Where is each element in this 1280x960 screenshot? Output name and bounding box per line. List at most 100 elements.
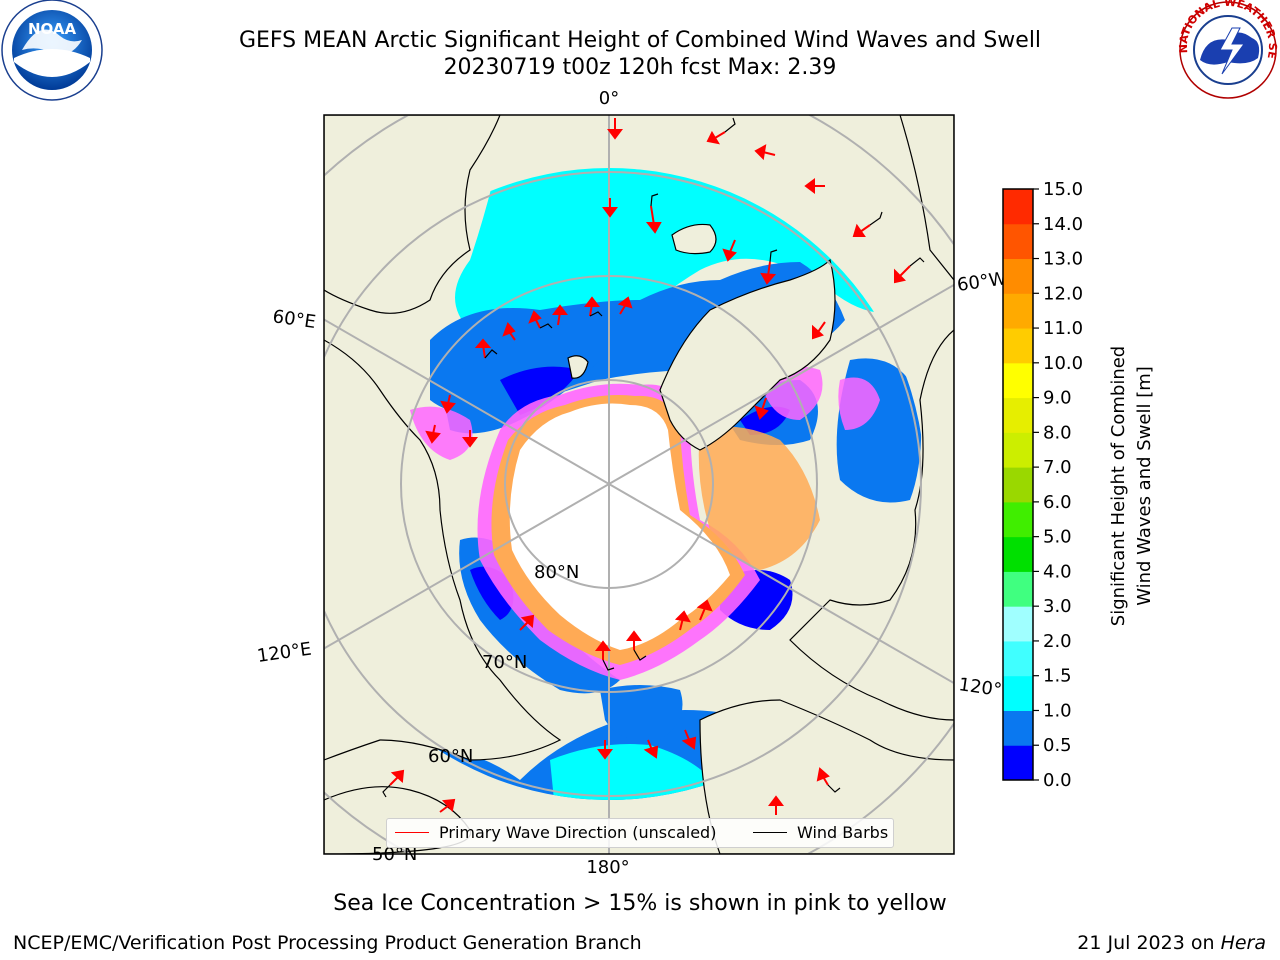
colorbar-tick-label: 12.0 bbox=[1043, 283, 1083, 304]
wind-barb bbox=[724, 117, 736, 133]
noaa-logo-text: NOAA bbox=[28, 20, 77, 38]
svalbard bbox=[567, 355, 589, 379]
colorbar-segment bbox=[1003, 397, 1033, 433]
wave-arrow bbox=[645, 205, 662, 234]
lon-label-60w: 60°W bbox=[956, 268, 1008, 296]
europe bbox=[324, 115, 501, 314]
wave-arrow bbox=[462, 430, 478, 448]
wave-arrow bbox=[440, 394, 456, 414]
colorbar-segment bbox=[1003, 258, 1033, 294]
legend-item-wind-barbs: Wind Barbs bbox=[753, 823, 888, 842]
map-panel bbox=[324, 115, 954, 854]
colorbar-segment bbox=[1003, 362, 1033, 399]
colorbar-tick-label: 1.0 bbox=[1043, 700, 1072, 721]
legend-item-primary-wave: Primary Wave Direction (unscaled) bbox=[395, 823, 716, 842]
nws-logo: NATIONAL WEATHER SERVICE bbox=[0, 0, 1279, 99]
plot-title-line2: 20230719 t00z 120h fcst Max: 2.39 bbox=[443, 55, 837, 80]
colorbar-segment bbox=[1003, 536, 1033, 572]
wave-arrow bbox=[617, 296, 633, 315]
colorbar-tick-label: 0.0 bbox=[1043, 770, 1072, 791]
colorbar-tick-label: 1.5 bbox=[1043, 666, 1072, 687]
lat-label-50: 50°N bbox=[372, 844, 417, 865]
map-legend: Primary Wave Direction (unscaled) Wind B… bbox=[386, 818, 894, 848]
wave-arrow bbox=[722, 239, 737, 262]
colorbar-tick-label: 5.0 bbox=[1043, 527, 1072, 548]
wave-arrow bbox=[626, 630, 642, 650]
colorbar-tick-label: 15.0 bbox=[1043, 179, 1083, 200]
lon-label-60e: 60°E bbox=[271, 306, 317, 333]
wind-barb bbox=[382, 784, 391, 798]
wave-arrow bbox=[706, 130, 726, 145]
wind-barb bbox=[633, 649, 647, 661]
wind-barb bbox=[769, 249, 778, 263]
colorbar-segment bbox=[1003, 223, 1033, 260]
meridian-120w bbox=[608, 483, 954, 685]
colorbar-segment bbox=[1003, 606, 1033, 642]
wave-arrow bbox=[607, 118, 623, 140]
colorbar-tick-label: 10.0 bbox=[1043, 353, 1083, 374]
greenland bbox=[659, 258, 836, 451]
wind-barb bbox=[589, 311, 603, 317]
wind-barb bbox=[650, 193, 659, 207]
lat-label-70: 70°N bbox=[482, 652, 527, 673]
meridian-60e bbox=[324, 318, 610, 485]
wind-barb bbox=[602, 659, 615, 671]
colorbar-segment bbox=[1003, 745, 1033, 781]
wind-barb bbox=[539, 323, 553, 329]
colorbar-segment bbox=[1003, 571, 1033, 607]
footer-right: 21 Jul 2023 on Hera bbox=[1077, 932, 1266, 954]
meridian-120e bbox=[324, 483, 610, 650]
lon-label-0: 0° bbox=[599, 88, 619, 109]
ocean-atlantic-low bbox=[500, 366, 580, 415]
colorbar-frame bbox=[1002, 188, 1034, 781]
colorbar-tick-label: 9.0 bbox=[1043, 388, 1072, 409]
plot-title-line1: GEFS MEAN Arctic Significant Height of C… bbox=[238, 28, 1042, 53]
wave-arrow bbox=[528, 310, 542, 329]
wave-arrow bbox=[760, 261, 777, 285]
wave-arrow bbox=[674, 610, 691, 631]
wave-arrow bbox=[519, 614, 535, 631]
wave-arrow bbox=[597, 740, 613, 760]
map-frame bbox=[323, 114, 955, 855]
legend-label-primary-wave: Primary Wave Direction (unscaled) bbox=[439, 823, 717, 842]
colorbar-tick-label: 11.0 bbox=[1043, 318, 1083, 339]
wave-arrow bbox=[602, 198, 618, 218]
lon-label-180: 180° bbox=[586, 857, 629, 878]
lat-label-80: 80°N bbox=[534, 562, 579, 583]
colorbar-tick-label: 4.0 bbox=[1043, 561, 1072, 582]
wave-arrow bbox=[754, 397, 769, 420]
wave-arrow bbox=[812, 321, 826, 340]
wave-arrow bbox=[852, 223, 871, 237]
colorbar-tick-label: 0.5 bbox=[1043, 735, 1072, 756]
ocean-pacific-high bbox=[550, 744, 720, 800]
colorbar-segment bbox=[1003, 189, 1033, 225]
wind-barb bbox=[909, 257, 925, 267]
sea-ice-field bbox=[410, 366, 880, 680]
wave-arrow bbox=[681, 729, 697, 750]
wave-arrow bbox=[696, 599, 713, 621]
colorbar-tick-label: 2.0 bbox=[1043, 631, 1072, 652]
noaa-logo: NOAA bbox=[1, 0, 103, 101]
sea-ice-note: Sea Ice Concentration > 15% is shown in … bbox=[333, 891, 947, 916]
colorbar-tick-label: 7.0 bbox=[1043, 457, 1072, 478]
wave-arrow bbox=[816, 767, 830, 786]
lon-label-120e: 120°E bbox=[256, 639, 313, 667]
wind-barb bbox=[869, 211, 883, 226]
wave-arrow bbox=[439, 798, 456, 813]
lat-label-60: 60°N bbox=[428, 746, 473, 767]
wave-arrow bbox=[595, 640, 611, 660]
wave-arrow bbox=[768, 795, 784, 815]
wave-arrow bbox=[389, 769, 405, 786]
nws-logo-text: NATIONAL WEATHER SERVICE bbox=[0, 0, 1279, 60]
asia bbox=[324, 339, 562, 761]
wave-arrow bbox=[425, 424, 441, 444]
legend-label-wind-barbs: Wind Barbs bbox=[797, 823, 889, 842]
wave-arrow bbox=[552, 304, 568, 326]
meridian-60w bbox=[608, 283, 954, 485]
north-america-lower bbox=[789, 329, 954, 721]
wave-arrow bbox=[804, 178, 825, 194]
colorbar-segment bbox=[1003, 467, 1033, 503]
colorbar-tick-label: 3.0 bbox=[1043, 596, 1072, 617]
colorbar-tick-label: 14.0 bbox=[1043, 214, 1083, 235]
